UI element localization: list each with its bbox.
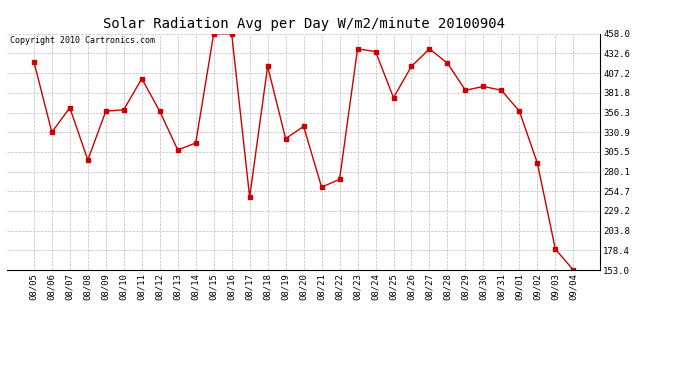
- Title: Solar Radiation Avg per Day W/m2/minute 20100904: Solar Radiation Avg per Day W/m2/minute …: [103, 17, 504, 31]
- Text: Copyright 2010 Cartronics.com: Copyright 2010 Cartronics.com: [10, 36, 155, 45]
